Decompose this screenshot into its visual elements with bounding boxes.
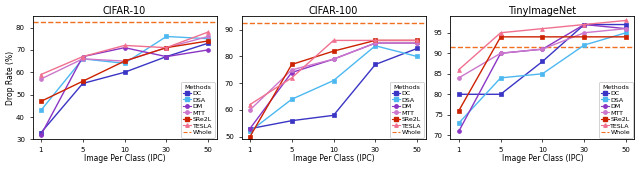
X-axis label: Image Per Class (IPC): Image Per Class (IPC) <box>502 154 583 163</box>
Legend: DC, DSA, DM, MTT, SRe2L, TESLA, Whole: DC, DSA, DM, MTT, SRe2L, TESLA, Whole <box>180 82 214 138</box>
Y-axis label: Drop Rate (%): Drop Rate (%) <box>6 51 15 105</box>
Legend: DC, DSA, DM, MTT, SRe2L, TESLA, Whole: DC, DSA, DM, MTT, SRe2L, TESLA, Whole <box>598 82 632 138</box>
Title: CIFAR-100: CIFAR-100 <box>309 6 358 16</box>
Title: CIFAR-10: CIFAR-10 <box>103 6 146 16</box>
X-axis label: Image Per Class (IPC): Image Per Class (IPC) <box>292 154 374 163</box>
Legend: DC, DSA, DM, MTT, SRe2L, TESLA, Whole: DC, DSA, DM, MTT, SRe2L, TESLA, Whole <box>390 82 424 138</box>
X-axis label: Image Per Class (IPC): Image Per Class (IPC) <box>84 154 165 163</box>
Title: TinyImageNet: TinyImageNet <box>508 6 577 16</box>
